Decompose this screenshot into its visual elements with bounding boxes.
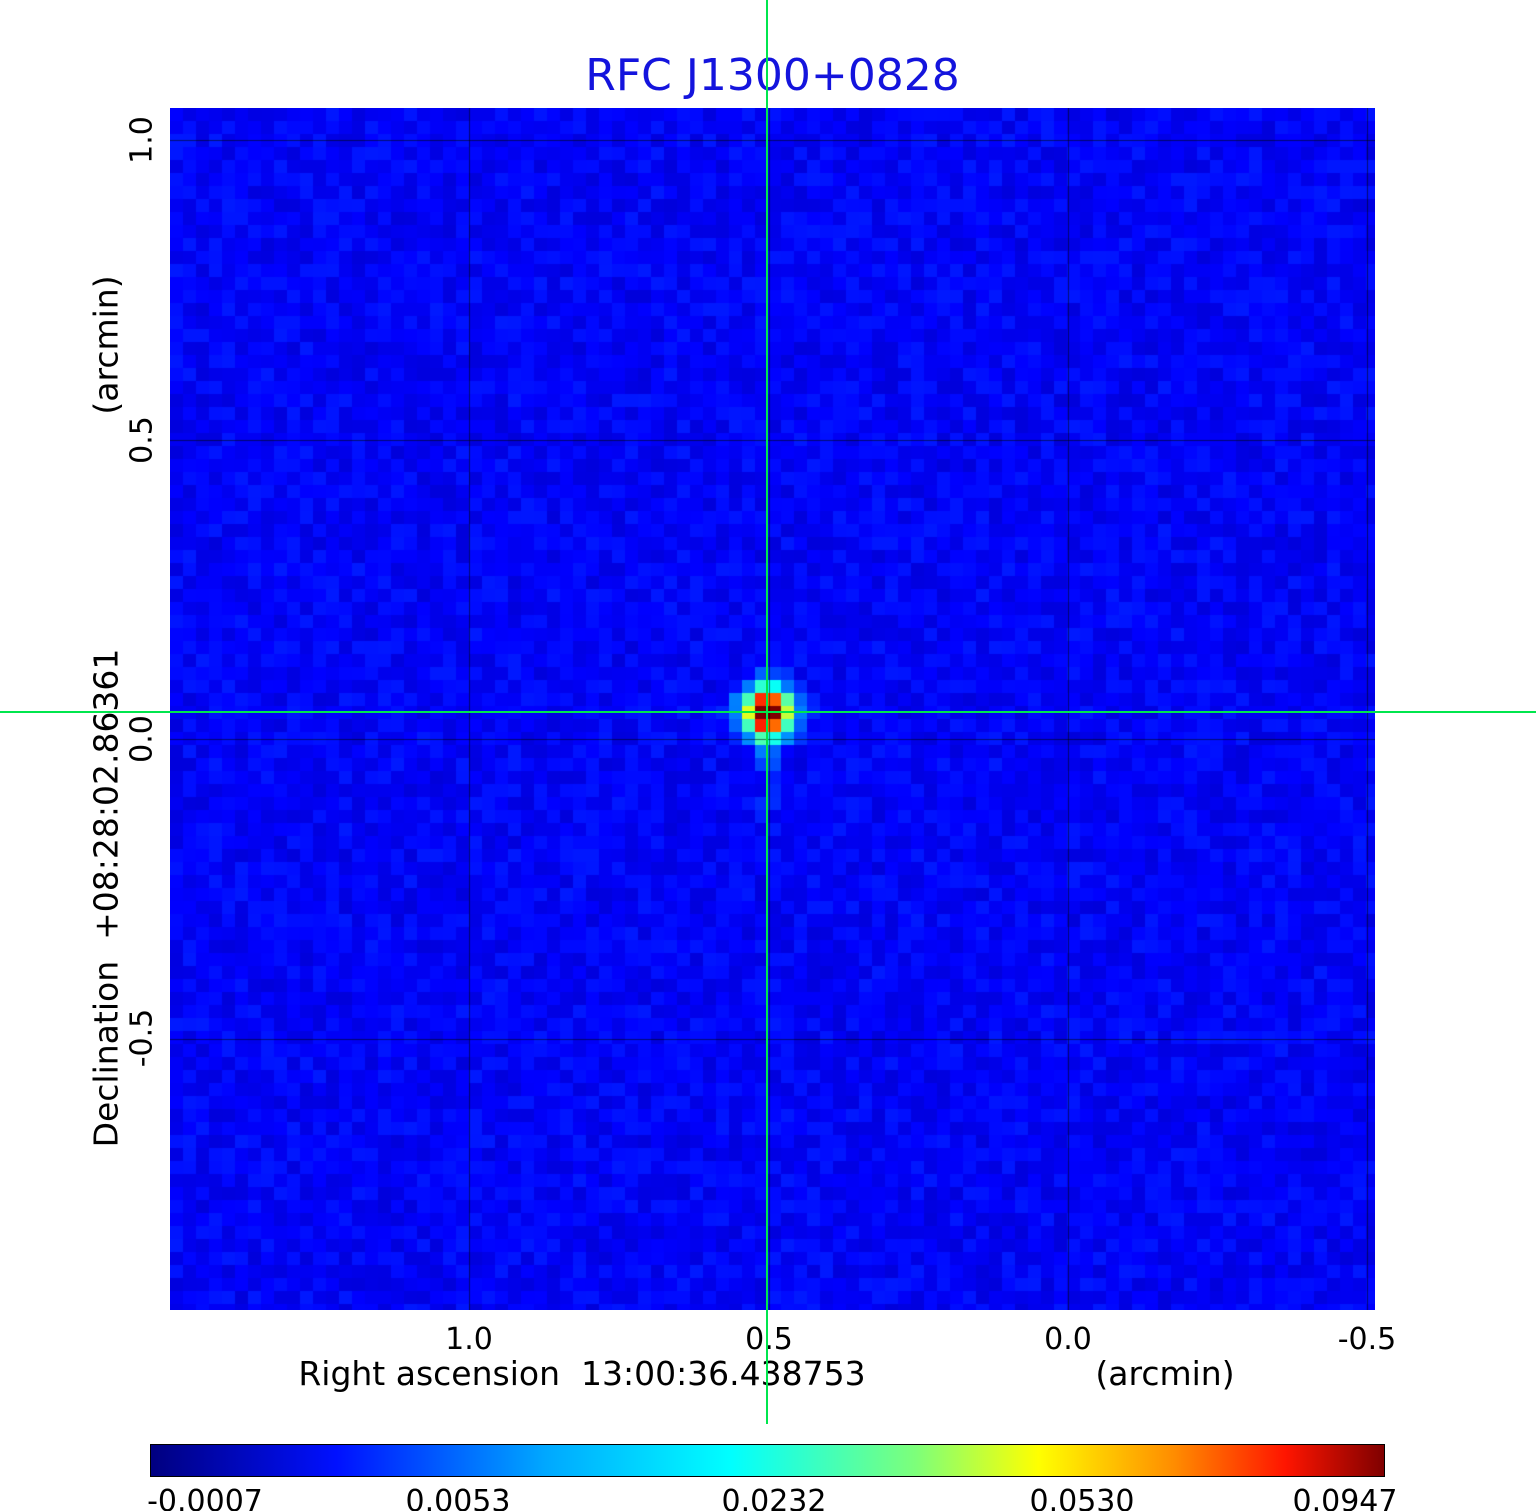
colorbar-tick-label: 0.0530 bbox=[1029, 1484, 1135, 1511]
y-axis-label: Declination +08:28:02.86361 bbox=[86, 648, 126, 1148]
colorbar bbox=[150, 1444, 1385, 1477]
colorbar-tick-label: -0.0007 bbox=[147, 1484, 263, 1511]
x-tick-label: 1.0 bbox=[445, 1322, 493, 1357]
x-axis-unit-label: (arcmin) bbox=[1095, 1354, 1235, 1393]
x-tick-label: 0.5 bbox=[745, 1322, 793, 1357]
colorbar-tick-label: 0.0232 bbox=[721, 1484, 827, 1511]
colorbar-tick-label: 0.0053 bbox=[405, 1484, 511, 1511]
heatmap-canvas bbox=[170, 108, 1375, 1310]
y-tick-label: 0.5 bbox=[124, 416, 160, 464]
plot-title: RFC J1300+0828 bbox=[585, 50, 960, 101]
crosshair-vertical-line bbox=[766, 0, 769, 1424]
x-axis-label: Right ascension 13:00:36.438753 bbox=[298, 1354, 866, 1393]
y-tick-label: 1.0 bbox=[124, 116, 160, 164]
x-tick-label: -0.5 bbox=[1337, 1322, 1397, 1357]
y-tick-label: -0.5 bbox=[124, 1008, 160, 1068]
y-tick-label: 0.0 bbox=[124, 715, 160, 763]
plot-area bbox=[170, 108, 1375, 1310]
colorbar-tick-label: 0.0947 bbox=[1292, 1484, 1398, 1511]
y-axis-unit-label: (arcmin) bbox=[86, 275, 126, 415]
x-tick-label: 0.0 bbox=[1044, 1322, 1092, 1357]
